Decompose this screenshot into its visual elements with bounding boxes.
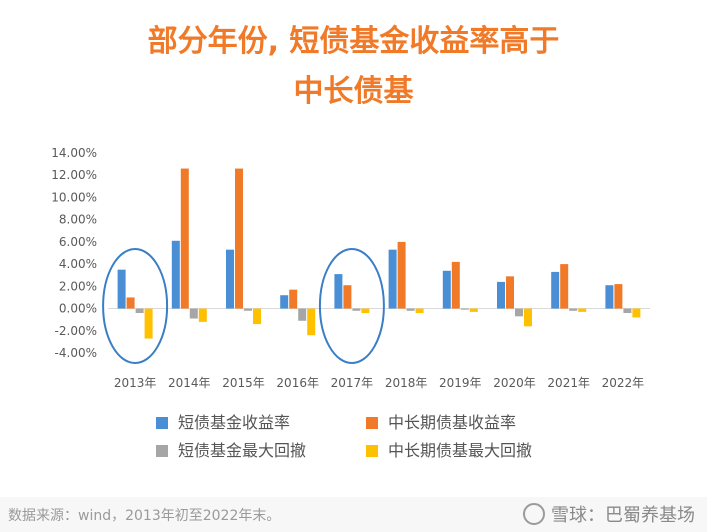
bar (171, 240, 180, 309)
bar (397, 241, 406, 309)
y-tick-label: 6.00% (59, 235, 97, 249)
y-tick-label: -4.00% (55, 346, 97, 360)
bar (560, 264, 569, 309)
bar (406, 308, 415, 311)
watermark-text: 雪球：巴蜀养基场 (551, 505, 695, 526)
legend-swatch (366, 445, 378, 457)
bar (343, 285, 352, 309)
bar (235, 168, 243, 309)
bar (515, 308, 523, 317)
bar (569, 308, 578, 311)
x-tick-label: 2017年 (331, 376, 374, 390)
bar (388, 249, 397, 309)
bar (506, 276, 514, 309)
bar (307, 308, 316, 336)
watermark: 雪球：巴蜀养基场 (523, 501, 695, 527)
bar (280, 295, 289, 309)
bar (524, 308, 532, 327)
bar (117, 269, 126, 309)
y-tick-label: 0.00% (59, 302, 97, 316)
bar (198, 308, 207, 322)
legend-label: 短债基金最大回撤 (178, 441, 307, 460)
bar-chart: 14.00% 12.00% 10.00% 8.00% 6.00% 4.00% 2.00% 0.… (51, 146, 650, 390)
x-tick-label: 2014年 (168, 376, 211, 390)
x-tick-label: 2016年 (276, 376, 319, 390)
chart-title-line2: 中长债基 (293, 74, 414, 109)
footer: 数据来源：wind，2013年初至2022年末。 雪球：巴蜀养基场 (0, 497, 707, 532)
y-tick-label: 10.00% (51, 190, 97, 204)
legend-label: 中长期债基收益率 (388, 413, 517, 432)
y-tick-label: 4.00% (59, 257, 97, 271)
bar (361, 308, 370, 313)
bar (460, 308, 469, 310)
bar (253, 308, 261, 325)
bar (180, 168, 189, 309)
x-tick-label: 2021年 (547, 376, 590, 390)
y-tick-label: 8.00% (59, 213, 97, 227)
bar (334, 274, 343, 309)
legend-item-short-bond-drawdown: 短债基金最大回撤 (156, 441, 306, 461)
x-tick-label: 2019年 (439, 376, 482, 390)
bar (135, 308, 144, 313)
bar (632, 308, 641, 318)
x-tick-label: 2015年 (222, 376, 265, 390)
legend-item-mid-long-bond-drawdown: 中长期债基最大回撤 (366, 441, 532, 461)
bar (451, 261, 460, 309)
bar (614, 284, 623, 309)
legend-swatch (156, 445, 168, 457)
bar (144, 308, 153, 339)
chart-title-line1: 部分年份, 短债基金收益率高于 (147, 24, 560, 59)
legend-label: 短债基金收益率 (178, 413, 291, 432)
legend-swatch (156, 417, 168, 429)
bar (442, 270, 451, 309)
y-tick-label: -2.00% (55, 324, 97, 338)
bar (352, 308, 361, 311)
y-tick-label: 12.00% (51, 168, 97, 182)
snowball-logo-icon (523, 503, 545, 525)
bar (244, 308, 252, 311)
x-tick-label: 2018年 (385, 376, 428, 390)
bar (226, 249, 234, 309)
highlight-ellipse (102, 248, 169, 364)
legend-item-mid-long-bond-return: 中长期债基收益率 (366, 413, 516, 433)
data-source-note: 数据来源：wind，2013年初至2022年末。 (8, 508, 281, 524)
bar (469, 308, 478, 312)
legend-label: 中长期债基最大回撤 (388, 441, 533, 460)
bar (578, 308, 587, 312)
bar (623, 308, 632, 313)
bar (415, 308, 424, 313)
bar (551, 271, 560, 309)
bar (189, 308, 198, 319)
highlight-ellipse (318, 248, 385, 364)
bar (605, 285, 614, 309)
bar (126, 297, 135, 309)
bar (298, 308, 307, 321)
bar (289, 289, 298, 309)
x-tick-label: 2020年 (493, 376, 536, 390)
y-tick-label: 14.00% (51, 146, 97, 160)
x-tick-label: 2013年 (114, 376, 157, 390)
x-tick-label: 2022年 (602, 376, 645, 390)
legend-swatch (366, 417, 378, 429)
bar (497, 281, 505, 309)
y-tick-label: 2.00% (59, 279, 97, 293)
legend-item-short-bond-return: 短债基金收益率 (156, 413, 290, 433)
